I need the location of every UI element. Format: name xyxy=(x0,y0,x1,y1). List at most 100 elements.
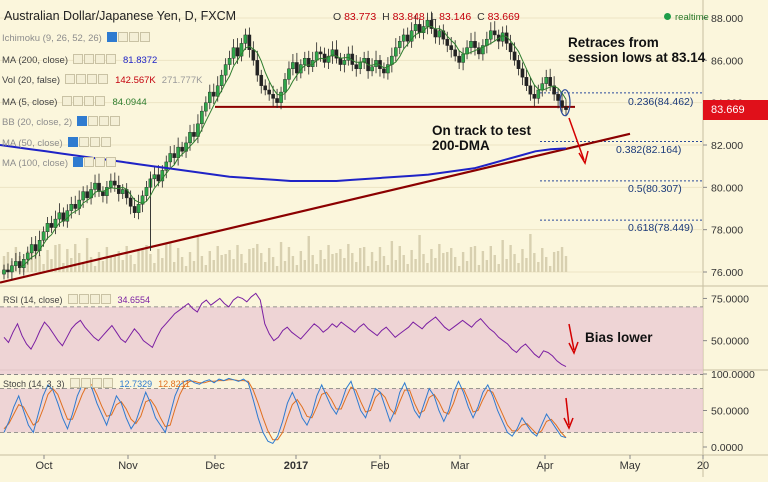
candle-body xyxy=(461,53,465,63)
volume-bar xyxy=(560,247,564,272)
candle-body xyxy=(223,64,228,76)
volume-bar xyxy=(141,249,144,272)
candle-body xyxy=(243,34,248,44)
candle-body xyxy=(401,34,406,42)
volume-bar xyxy=(6,252,10,272)
price-tick-label: 82.000 xyxy=(711,140,743,152)
volume-bar xyxy=(457,266,461,272)
candle-body xyxy=(536,89,541,99)
volume-bar xyxy=(121,260,124,272)
candle-body xyxy=(318,51,323,55)
candle-body xyxy=(382,68,386,74)
volume-bar xyxy=(386,265,390,272)
volume-bar xyxy=(204,265,208,272)
volume-bar xyxy=(394,260,398,272)
volume-bar xyxy=(307,236,310,272)
volume-bar xyxy=(331,254,334,272)
volume-bar xyxy=(477,265,481,272)
candle-body xyxy=(295,62,299,74)
candle-body xyxy=(57,212,62,220)
volume-bar xyxy=(216,246,219,272)
candle-body xyxy=(520,68,525,78)
candle-body xyxy=(6,269,10,273)
ma200-line xyxy=(0,144,567,182)
candle-body xyxy=(97,182,101,192)
candle-body xyxy=(291,62,295,70)
volume-bar xyxy=(370,252,374,272)
candle-body xyxy=(49,223,54,228)
volume-bar xyxy=(473,246,477,272)
candle-body xyxy=(473,41,477,48)
candle-body xyxy=(251,49,256,61)
candle-body xyxy=(200,110,204,125)
volume-bar xyxy=(85,238,89,272)
volume-bar xyxy=(362,247,366,272)
candle-body xyxy=(386,64,390,74)
volume-bar xyxy=(275,266,279,272)
volume-bar xyxy=(410,250,413,272)
candle-body xyxy=(18,261,22,268)
candle-body xyxy=(37,240,42,252)
volume-bar xyxy=(489,246,493,272)
volume-bar xyxy=(81,262,85,272)
candle-body xyxy=(152,174,157,180)
volume-bar xyxy=(545,257,548,272)
candle-body xyxy=(299,64,303,74)
candle-body xyxy=(231,47,236,59)
volume-bar xyxy=(54,245,57,272)
volume-bar xyxy=(513,254,516,272)
highlight-ellipse xyxy=(559,89,571,117)
volume-bar xyxy=(169,243,172,272)
rsi-tick-label: 50.0000 xyxy=(711,336,749,348)
candle-body xyxy=(477,47,481,55)
volume-bar xyxy=(343,258,346,272)
candle-body xyxy=(338,58,343,65)
volume-bar xyxy=(283,261,287,272)
volume-bar xyxy=(232,259,235,272)
volume-bar xyxy=(212,260,215,272)
candle-body xyxy=(548,77,552,86)
volume-bar xyxy=(315,264,318,272)
volume-bar xyxy=(537,262,540,272)
time-tick-label: Mar xyxy=(451,460,470,472)
volume-bar xyxy=(339,249,342,272)
price-tick-label: 86.000 xyxy=(711,55,743,67)
volume-bar xyxy=(493,255,496,272)
volume-bar xyxy=(30,250,33,272)
volume-bar xyxy=(224,254,227,272)
candle-body xyxy=(10,265,14,273)
candle-body xyxy=(283,79,287,93)
volume-bar xyxy=(347,244,350,272)
volume-bar xyxy=(42,264,45,272)
volume-bar xyxy=(442,253,445,272)
candle-body xyxy=(425,19,430,27)
stoch-arrow-shaft xyxy=(565,397,570,426)
volume-bar xyxy=(450,248,453,272)
candle-body xyxy=(168,153,173,163)
volume-bar xyxy=(93,266,97,272)
candle-body xyxy=(172,153,176,158)
volume-bar xyxy=(382,256,386,272)
candle-body xyxy=(219,74,224,86)
candle-body xyxy=(101,191,105,196)
candle-body xyxy=(25,252,30,260)
candle-body xyxy=(334,49,339,59)
volume-bar xyxy=(252,248,255,272)
volume-bar xyxy=(77,253,81,272)
volume-bar xyxy=(390,241,394,272)
trendline xyxy=(0,132,631,284)
candle-body xyxy=(433,28,438,38)
candle-body xyxy=(192,132,196,137)
volume-bar xyxy=(303,260,306,272)
candle-body xyxy=(556,93,560,101)
volume-bar xyxy=(105,247,109,272)
volume-bar xyxy=(291,256,295,272)
candle-body xyxy=(255,60,260,76)
rsi-line xyxy=(3,292,567,368)
volume-bar xyxy=(469,247,473,272)
volume-bar xyxy=(109,256,113,272)
price-tick-label: 78.000 xyxy=(711,225,743,237)
candle-body xyxy=(14,261,18,266)
rsi-tick-label: 75.0000 xyxy=(711,293,749,305)
volume-bar xyxy=(398,246,401,272)
